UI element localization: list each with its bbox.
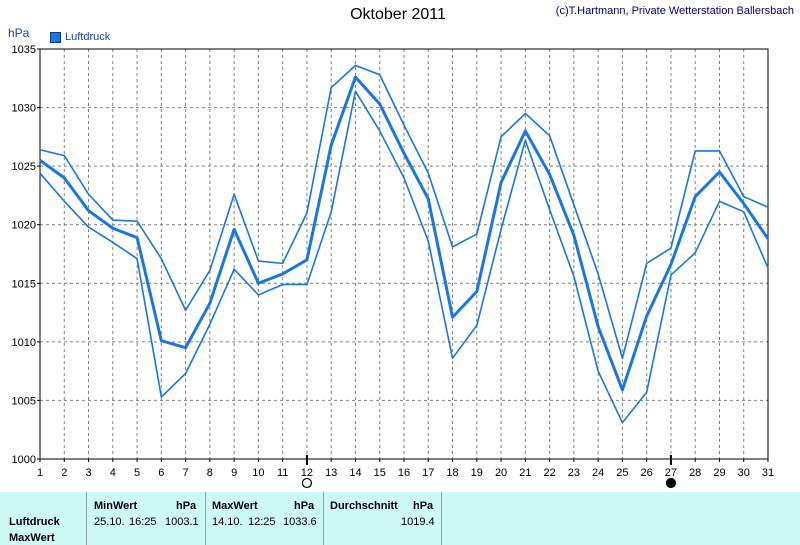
x-tick-label: 30	[738, 467, 750, 479]
x-tick-label: 22	[543, 467, 555, 479]
x-tick-label: 18	[446, 467, 458, 479]
x-tick-label: 24	[592, 467, 604, 479]
legend-swatch	[50, 31, 61, 43]
x-tick-label: 21	[519, 467, 531, 479]
series-line-max	[39, 64, 769, 360]
stats-divider	[323, 492, 324, 545]
stats-divider	[86, 492, 87, 545]
x-tick-label: 19	[471, 467, 483, 479]
series-line-min	[39, 90, 769, 424]
y-tick-label: 1000	[12, 454, 36, 466]
stats-panel: Luftdruck MaxWert MinWert hPa 25.10. 16:…	[0, 492, 800, 545]
x-tick-label: 2	[61, 467, 67, 479]
series-line-mean	[39, 75, 770, 392]
avg-unit: hPa	[413, 500, 434, 512]
max-header: MaxWert	[212, 500, 258, 512]
x-tick-label: 6	[158, 467, 164, 479]
row-label-maxwert: MaxWert	[9, 532, 55, 544]
y-tick-label: 1015	[12, 278, 36, 290]
y-tick-label: 1035	[12, 44, 36, 56]
avg-value: 1019.4	[401, 516, 435, 528]
max-time: 12:25	[248, 516, 276, 528]
y-axis-unit: hPa	[8, 26, 30, 40]
min-value: 1003.1	[165, 516, 199, 528]
stats-divider	[441, 492, 442, 545]
full-moon-icon	[301, 477, 313, 489]
x-tick-label: 16	[398, 467, 410, 479]
x-tick-label: 26	[641, 467, 653, 479]
max-unit: hPa	[294, 500, 315, 512]
min-header: MinWert	[94, 500, 138, 512]
x-tick-label: 11	[277, 467, 288, 479]
chart-credit: (c)T.Hartmann, Private Wetterstation Bal…	[555, 5, 794, 17]
x-tick-label: 15	[374, 467, 386, 479]
chart-area: 1000 1005 1010 1015 1020 1025 1030 1035 1 2 3 4 5 6 7 8…	[8, 5, 794, 489]
stats-divider	[205, 492, 206, 545]
x-tick-label: 25	[616, 467, 628, 479]
x-tick-label: 29	[713, 467, 725, 479]
x-tick-label: 8	[207, 467, 213, 479]
x-tick-label: 1	[37, 467, 43, 479]
y-tick-label: 1005	[12, 395, 36, 407]
x-tick-label: 23	[568, 467, 580, 479]
row-label-luftdruck: Luftdruck	[9, 516, 60, 528]
x-tick-label: 4	[110, 467, 116, 479]
min-time: 16:25	[129, 516, 157, 528]
min-date: 25.10.	[94, 516, 125, 528]
min-unit: hPa	[176, 500, 197, 512]
avg-header: Durchschnitt	[330, 500, 398, 512]
new-moon-icon	[665, 477, 677, 489]
x-tick-label: 3	[85, 467, 91, 479]
x-tick-label: 31	[762, 467, 774, 479]
legend: Luftdruck	[50, 31, 110, 43]
max-date: 14.10.	[212, 516, 243, 528]
x-tick-label: 13	[325, 467, 337, 479]
x-tick-label: 12	[301, 467, 313, 479]
y-tick-label: 1025	[12, 161, 36, 173]
y-tick-label: 1020	[12, 220, 36, 232]
legend-label: Luftdruck	[65, 31, 111, 43]
x-tick-label: 10	[252, 467, 264, 479]
x-tick-label: 7	[183, 467, 189, 479]
x-tick-label: 17	[422, 467, 434, 479]
chart-title: Oktober 2011	[350, 6, 446, 23]
x-tick-label: 5	[134, 467, 140, 479]
max-value: 1033.6	[283, 516, 317, 528]
y-tick-label: 1030	[12, 103, 36, 115]
x-tick-label: 9	[231, 467, 237, 479]
x-tick-label: 27	[665, 467, 677, 479]
x-tick-label: 28	[689, 467, 701, 479]
y-tick-label: 1010	[12, 337, 36, 349]
x-tick-label: 20	[495, 467, 507, 479]
x-tick-label: 14	[349, 467, 361, 479]
